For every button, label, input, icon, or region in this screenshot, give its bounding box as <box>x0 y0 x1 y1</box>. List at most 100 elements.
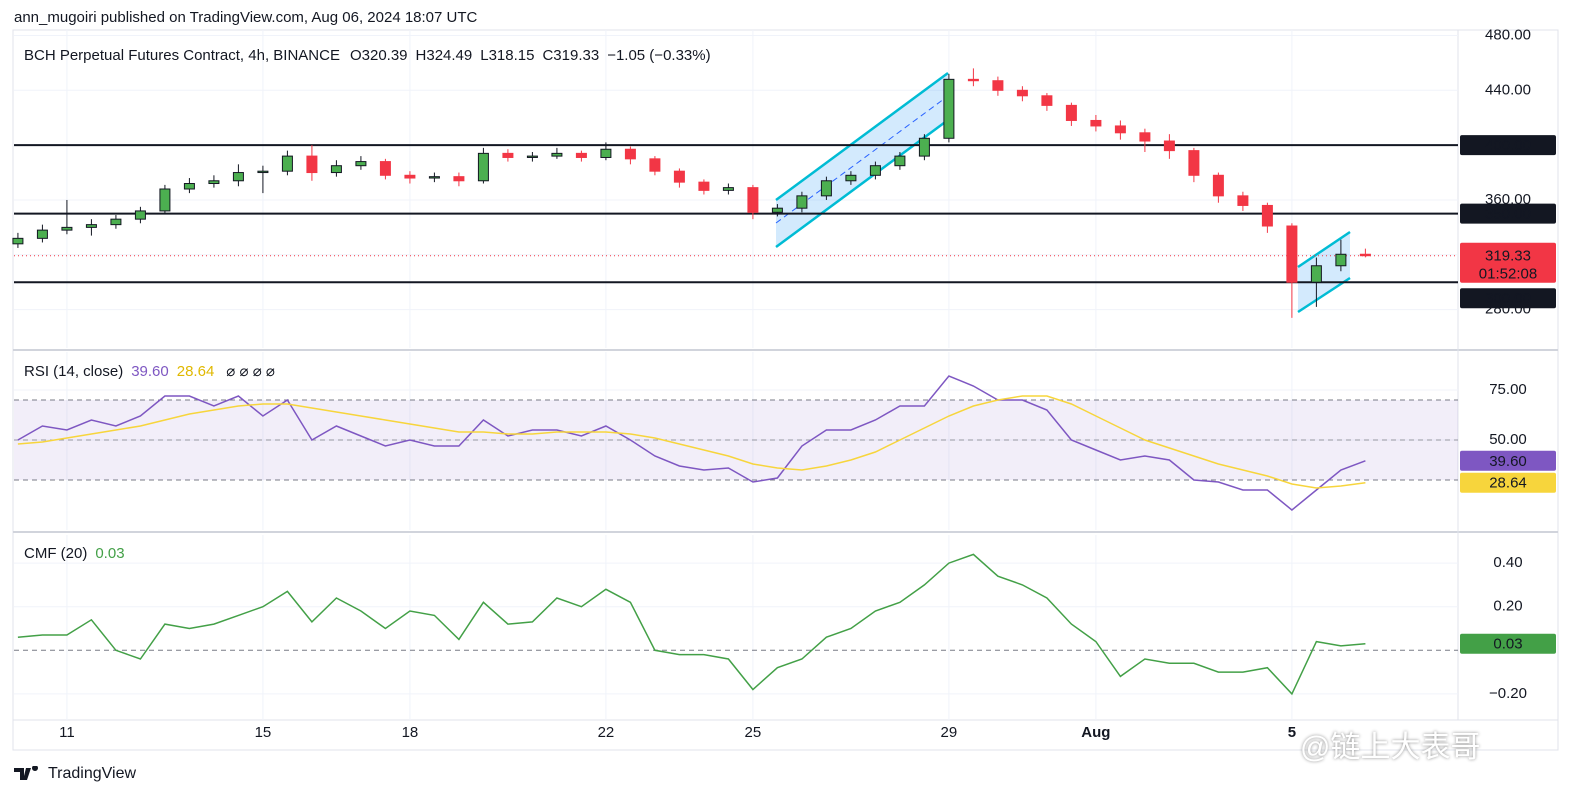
candle-body <box>502 152 514 158</box>
candle-body <box>943 78 955 139</box>
cmf-title: CMF (20) <box>24 545 87 562</box>
series-line <box>17 553 1366 696</box>
channel-fill <box>776 73 948 247</box>
candle-body <box>992 80 1004 91</box>
rsi-title: RSI (14, close) <box>24 363 123 380</box>
ohlc-low: L318.15 <box>480 47 534 64</box>
series-value-label: 28.64 <box>1489 475 1527 492</box>
series-value-label: 39.60 <box>1489 453 1527 470</box>
y-tick-label: 50.00 <box>1489 431 1527 448</box>
series-value-label-bg <box>1460 633 1556 654</box>
candle-body <box>159 188 171 212</box>
channel-fill <box>1298 232 1350 312</box>
candle-body <box>12 237 24 245</box>
level-label: 350.00 <box>1485 206 1531 223</box>
rsi-ma-value: 28.64 <box>177 363 215 380</box>
level-label-bg <box>1460 203 1556 224</box>
candle-body <box>1114 125 1126 134</box>
candle-body <box>477 152 489 182</box>
candle-body <box>404 174 416 179</box>
channel-line <box>1297 276 1351 314</box>
rsi-value: 39.60 <box>131 363 169 380</box>
ohlc-open: O320.39 <box>350 47 408 64</box>
candle-body <box>698 181 710 191</box>
candle-body <box>1065 104 1077 121</box>
candle-body <box>600 148 612 158</box>
series-line <box>17 395 1366 489</box>
series-value-label: 0.03 <box>1493 636 1522 653</box>
candle-body <box>379 161 391 176</box>
ohlc-close: C319.33 <box>542 47 599 64</box>
ohlc-high: H324.49 <box>416 47 473 64</box>
candle-body <box>428 176 440 179</box>
x-tick-label: 29 <box>941 724 958 741</box>
candle-body <box>61 226 73 231</box>
y-tick-label: 440.00 <box>1485 81 1531 98</box>
candle-body <box>1261 204 1273 227</box>
last-price-label: 319.33 <box>1485 248 1531 265</box>
brand: TradingView <box>48 765 137 782</box>
x-tick-label: 22 <box>598 724 615 741</box>
series-value-label-bg <box>1460 472 1556 493</box>
ohlc-change: −1.05 (−0.33%) <box>607 47 710 64</box>
candle-body <box>232 172 244 182</box>
candle-body <box>869 165 881 176</box>
candle-body <box>257 170 269 174</box>
cmf-value: 0.03 <box>95 545 124 562</box>
rsi-legend: RSI (14, close) 39.60 28.64 ⌀ ⌀ ⌀ ⌀ <box>24 363 275 380</box>
candle-body <box>306 155 318 174</box>
x-tick-label: 15 <box>255 724 272 741</box>
cmf-legend: CMF (20) 0.03 <box>24 545 125 562</box>
candle-body <box>820 180 832 197</box>
level-label-bg <box>1460 135 1556 156</box>
candle-body <box>355 161 367 167</box>
candle-body <box>1286 225 1298 283</box>
publish-info: ann_mugoiri published on TradingView.com… <box>14 9 478 26</box>
x-tick-label: 11 <box>59 724 75 741</box>
y-tick-label: 75.00 <box>1489 381 1527 398</box>
watermark: @链上大表哥 <box>1300 731 1481 764</box>
candle-body <box>453 176 465 182</box>
series-line <box>17 375 1366 511</box>
candle-body <box>1212 174 1224 197</box>
candle-body <box>1016 89 1028 97</box>
candle-body <box>1310 265 1322 283</box>
level-label: 300.00 <box>1485 290 1531 307</box>
candle-body <box>624 148 636 160</box>
candle-body <box>673 170 685 183</box>
chart: BCH Perpetual Futures Contract, 4h, BINA… <box>12 26 1559 751</box>
candle-body <box>918 137 930 157</box>
channel-line <box>775 71 949 202</box>
candle-body <box>208 180 220 185</box>
frame <box>12 29 1559 751</box>
y-tick-label: 480.00 <box>1485 26 1531 43</box>
symbol-title: BCH Perpetual Futures Contract, 4h, BINA… <box>24 47 340 64</box>
candle-body <box>1359 253 1371 257</box>
logo <box>14 766 38 780</box>
candle-body <box>1335 253 1347 267</box>
level-label: 400.00 <box>1485 137 1531 154</box>
footer: TradingView <box>14 765 136 783</box>
x-tick-label: 25 <box>745 724 762 741</box>
candle-body <box>771 207 783 213</box>
candle-body <box>330 165 342 174</box>
candle-body <box>1041 95 1053 106</box>
candle-body <box>967 78 979 82</box>
channel-line <box>1297 230 1351 269</box>
x-tick-label: Aug <box>1081 724 1110 741</box>
candle-body <box>575 152 587 158</box>
candle-body <box>110 218 122 226</box>
candle-body <box>649 158 661 172</box>
candle-body <box>1139 132 1151 142</box>
candle-body <box>1188 150 1200 176</box>
candle-body <box>894 155 906 167</box>
y-tick-label: 0.20 <box>1493 598 1522 615</box>
candle-body <box>1090 119 1102 127</box>
y-tick-label: 0.40 <box>1493 554 1522 571</box>
candle-body <box>1163 140 1175 152</box>
last-price-bg <box>1460 242 1556 283</box>
candle-body <box>722 187 734 191</box>
y-tick-label: −0.20 <box>1489 685 1527 702</box>
candle-body <box>747 187 759 213</box>
